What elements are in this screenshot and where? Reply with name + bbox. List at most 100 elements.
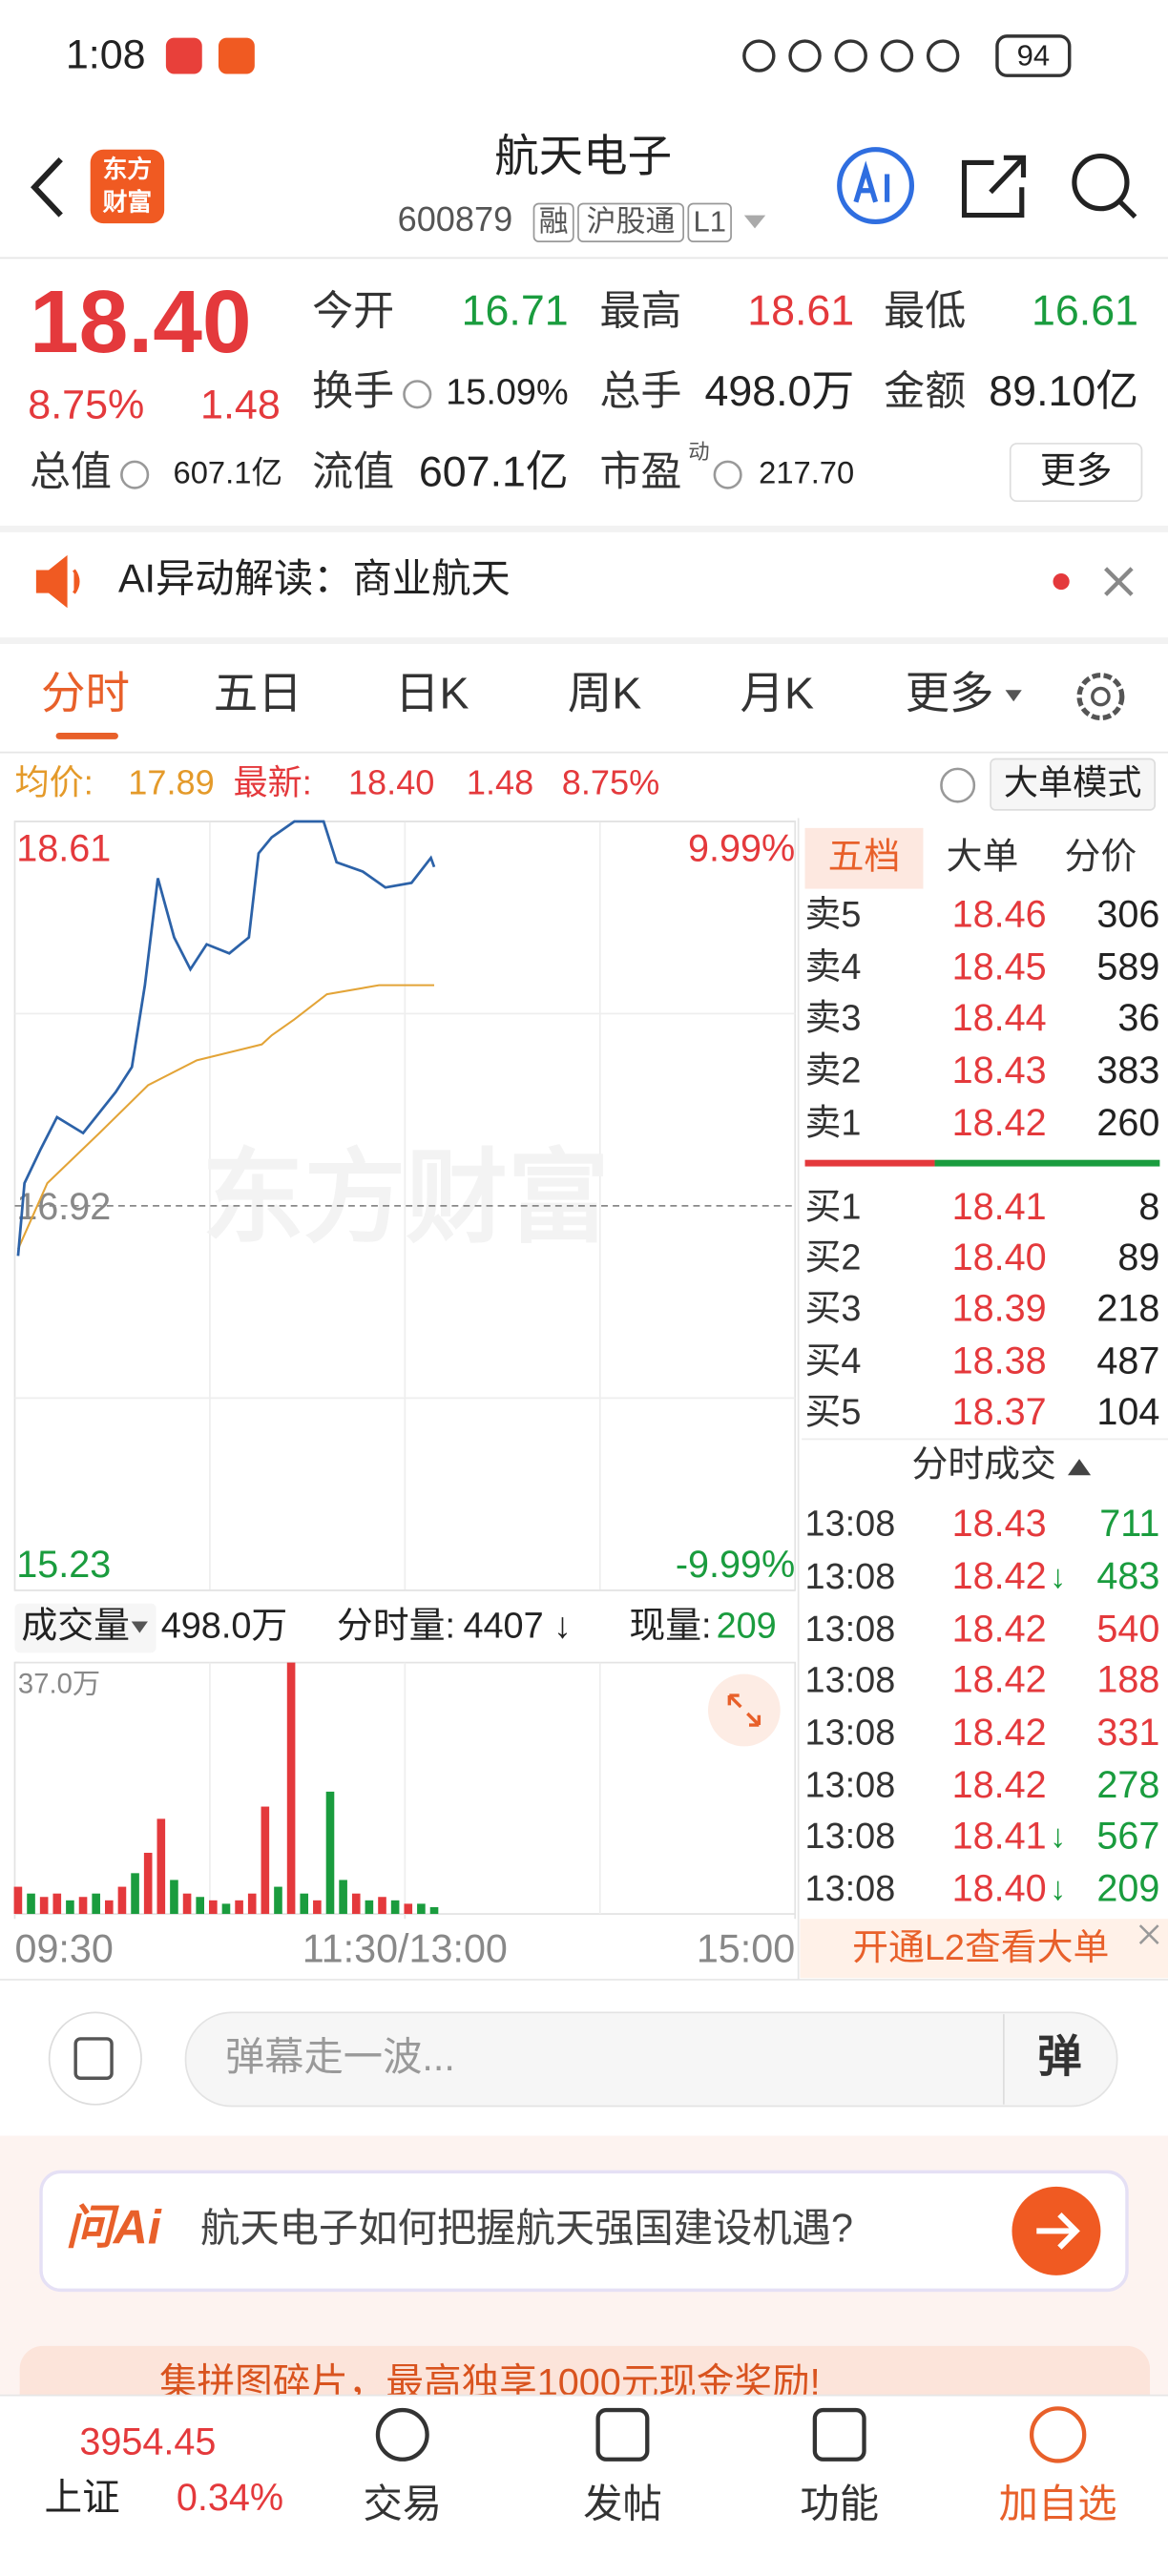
latest-label: 最新: [233,763,311,802]
tab-dropdown [1005,690,1022,702]
nav-item[interactable]: 发帖 [583,2483,662,2526]
tab[interactable]: 周K [568,668,641,717]
volume-bar [417,1903,426,1915]
order-tab[interactable]: 大单 [947,838,1019,878]
volume-dropdown [131,1621,148,1633]
stat-label: 总手 [599,369,681,415]
stat-value: 16.71 [462,287,569,335]
nav-icon [1029,2406,1087,2463]
volume-header-box[interactable] [14,1603,156,1653]
current-volume: 209 [717,1606,777,1646]
nav-item[interactable]: 功能 [800,2483,879,2526]
avg-value: 17.89 [128,763,214,802]
trade-volume: 331 [1096,1712,1159,1754]
tag-box [577,202,685,242]
trade-volume: 483 [1096,1555,1159,1597]
index-name: 上证 [44,2477,119,2519]
volume-bar [156,1818,166,1915]
volume-bar [261,1806,270,1915]
mode-label: 大单模式 [1004,763,1142,802]
mode-button[interactable] [990,758,1157,811]
trades-title: 分时成交 [911,1445,1055,1485]
info-icon [713,460,742,489]
trade-arrow: ↓ [1050,1559,1066,1595]
tab[interactable]: 月K [740,668,814,717]
volume-bar [182,1893,192,1915]
settings-button[interactable] [1076,673,1125,721]
tab[interactable]: 五日 [214,668,302,717]
index-value[interactable]: 3954.45 [79,2421,216,2463]
stat-value: 89.10亿 [989,367,1138,415]
volume-bar [196,1897,205,1915]
volume-label: 成交量 [21,1606,130,1646]
close-button[interactable] [1104,567,1134,596]
volume-bar [313,1900,322,1915]
battery [995,34,1072,77]
nav-icon [375,2407,429,2462]
trade-price: 18.42 [952,1712,1047,1754]
tab[interactable]: 分时 [41,668,130,717]
tag: 融 [539,204,569,238]
comment-input[interactable] [184,2011,1118,2108]
trade-time: 13:08 [805,1869,896,1909]
y-tick-label: 15.23 [16,1544,111,1586]
book-price: 18.46 [952,893,1047,935]
status-icon-wifi [880,39,914,73]
book-label: 卖2 [805,1050,862,1091]
book-label: 卖1 [805,1104,862,1144]
band [0,526,1168,532]
volume-bar [27,1893,35,1915]
expand-glyph [727,1693,761,1727]
y2-tick-label: -9.99% [676,1544,795,1586]
ai-banner-text[interactable]: AI异动解读：商业航天 [118,556,511,600]
more-label: 更多 [1040,451,1113,491]
search-button[interactable] [1072,154,1130,212]
minute-volume-label: 分时量: [337,1606,455,1646]
y-tick-label: 18.61 [16,827,111,869]
ask-ai-box[interactable] [39,2170,1129,2293]
logo [90,149,165,224]
book-price: 18.37 [952,1391,1047,1433]
stat-value: 16.61 [1032,287,1138,335]
book-label: 卖4 [805,947,862,987]
l2-banner[interactable] [800,1919,1168,1979]
nav-item[interactable]: 交易 [363,2483,442,2526]
trade-volume: 540 [1096,1608,1159,1650]
trade-price: 18.41 [952,1815,1047,1857]
book-volume: 306 [1096,893,1159,935]
book-price: 18.40 [952,1236,1047,1278]
volume-bar [286,1662,296,1915]
book-volume: 104 [1096,1391,1159,1433]
comment-settings[interactable] [48,2011,142,2106]
stat-label: 今开 [312,288,394,334]
share-button[interactable] [961,155,1027,218]
l2-close[interactable] [1138,1924,1159,1944]
battery-level: 94 [1017,38,1050,72]
tab[interactable]: 更多 [906,668,994,717]
y2-tick-label: 9.99% [688,827,795,869]
tab[interactable]: 日K [395,668,469,717]
ask-ai-brand: 问Ai [66,2201,162,2254]
order-tab[interactable]: 分价 [1065,838,1137,878]
danmaku-button[interactable]: 弹 [1037,2032,1081,2082]
trade-time: 13:08 [805,1765,896,1805]
volume-bar [404,1903,413,1915]
back-button[interactable] [31,156,63,218]
nav-item[interactable]: 加自选 [999,2483,1117,2526]
stat-label: 最低 [884,288,966,334]
alert-dot [1053,572,1070,591]
expand-button[interactable] [707,1673,781,1747]
status-icon-alarm [742,39,776,73]
status-icon-mute [834,39,867,73]
order-tab[interactable]: 五档 [828,838,901,878]
more-button[interactable] [1009,443,1143,503]
book-volume: 89 [1117,1236,1159,1278]
volume-bar [429,1906,439,1915]
change-pct: 8.75% [28,382,144,427]
tag: 沪股通 [587,204,676,238]
search-handle [1118,199,1137,219]
dropdown-icon [743,215,766,229]
ai-button[interactable] [837,147,915,225]
stock-name: 航天电子 [494,131,672,180]
logo-text: 东方 [103,155,153,183]
